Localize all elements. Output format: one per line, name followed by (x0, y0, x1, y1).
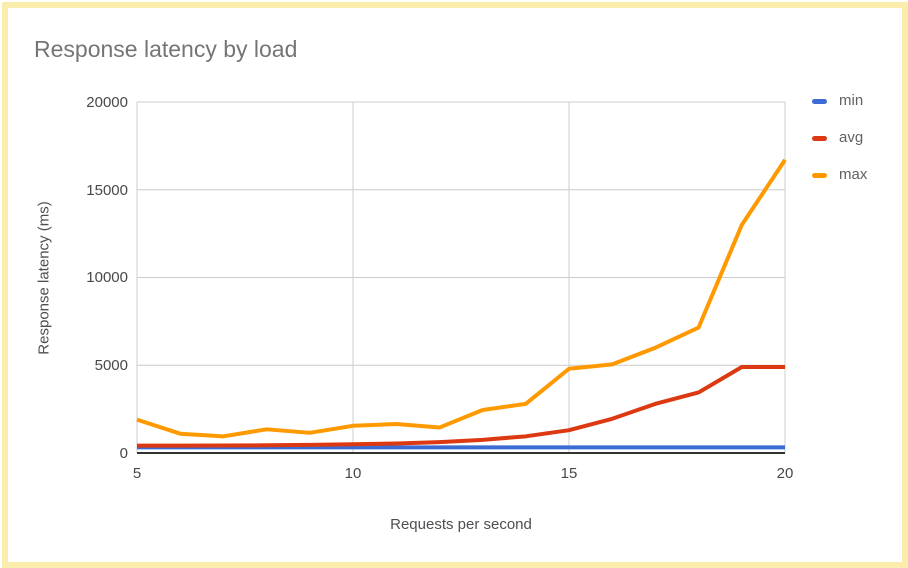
x-tick-label: 20 (776, 465, 794, 482)
x-tick-label: 10 (344, 465, 362, 482)
x-tick-label: 5 (132, 465, 142, 482)
legend-item-avg[interactable]: avg (812, 129, 867, 146)
legend-swatch-avg-icon (812, 135, 827, 141)
y-tick-label: 5000 (94, 357, 128, 374)
legend-item-min[interactable]: min (812, 92, 867, 109)
legend-swatch-min-icon (812, 98, 827, 104)
legend-label: max (839, 166, 868, 183)
legend-label: avg (839, 129, 864, 146)
legend: min avg max (812, 92, 868, 205)
y-tick-label: 15000 (86, 182, 128, 199)
y-tick-label: 0 (119, 445, 128, 462)
legend-label: min (839, 92, 864, 109)
series-line-avg[interactable] (137, 365, 785, 448)
legend-swatch-max-icon (812, 172, 827, 178)
chart-title: Response latency by load (34, 36, 298, 62)
x-tick-label: 15 (560, 465, 578, 482)
y-tick-label: 20000 (86, 94, 128, 111)
y-tick-label: 10000 (86, 269, 128, 286)
x-axis-title: Requests per second (390, 516, 532, 533)
y-axis-title: Response latency (ms) (35, 201, 53, 355)
legend-item-max[interactable]: max (812, 166, 868, 183)
series-line-max[interactable] (136, 158, 787, 439)
